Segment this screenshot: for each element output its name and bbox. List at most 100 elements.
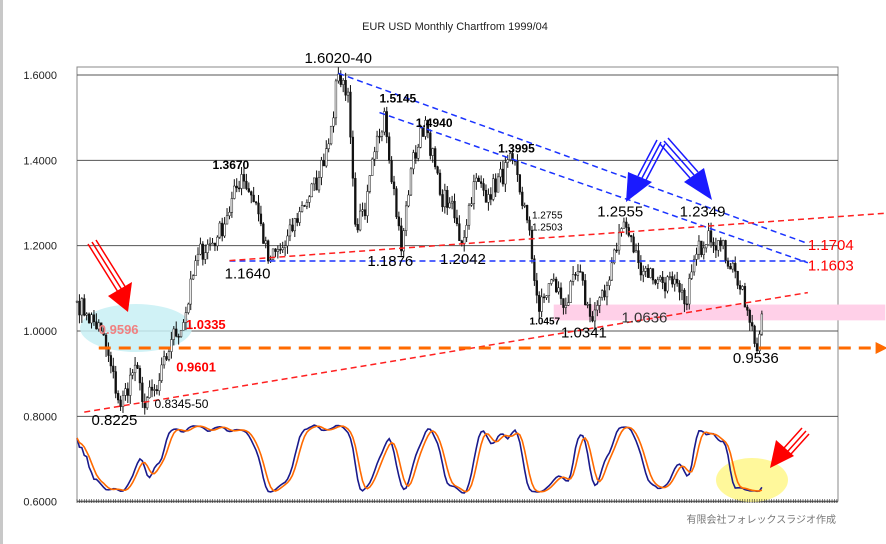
candle-body xyxy=(315,177,318,191)
candle-body xyxy=(632,236,635,253)
candle-body xyxy=(615,249,618,252)
candle-body xyxy=(753,325,756,344)
candle-body xyxy=(755,343,759,352)
candle-body xyxy=(242,174,246,182)
candle-body xyxy=(218,222,221,238)
candle-body xyxy=(201,243,204,260)
candle-body xyxy=(237,187,241,190)
candle-body xyxy=(175,328,178,337)
candle-body xyxy=(87,313,91,324)
candle-body xyxy=(213,242,217,247)
candle-body xyxy=(453,200,456,219)
candle-body xyxy=(317,177,321,191)
candle-body xyxy=(339,73,342,85)
candle-body xyxy=(313,177,316,185)
candle-body xyxy=(482,183,485,191)
candle-body xyxy=(649,268,652,278)
candle-body xyxy=(240,174,243,189)
candle-body xyxy=(501,168,505,185)
candle-body xyxy=(630,235,633,238)
candle-body xyxy=(83,298,86,316)
pink-band xyxy=(553,304,886,321)
candle-body xyxy=(216,236,219,247)
candle-body xyxy=(414,152,417,159)
candle-body xyxy=(233,185,236,199)
candle-body xyxy=(559,287,563,299)
candle-body xyxy=(484,189,488,203)
candle-body xyxy=(368,175,371,192)
trendlines xyxy=(84,72,886,413)
candle-body xyxy=(342,80,345,85)
candle-body xyxy=(680,289,684,293)
candle-body xyxy=(281,247,284,250)
candle-body xyxy=(172,328,175,340)
candle-body xyxy=(211,242,214,245)
candle-body xyxy=(470,203,473,206)
candle-body xyxy=(538,295,541,312)
candle-body xyxy=(574,274,577,276)
candle-body xyxy=(443,189,446,208)
candle-body xyxy=(584,280,587,306)
candle-body xyxy=(564,305,567,308)
candle-body xyxy=(758,333,761,352)
price-annotation: 1.5145 xyxy=(380,92,417,106)
yellow-highlight xyxy=(716,458,788,502)
annotations: 1.6020-40 1.5145 1.4940 1.3995 1.3670 1.2755 1… xyxy=(92,50,854,429)
candle-body xyxy=(598,297,601,306)
candle-body xyxy=(455,217,459,224)
window-edge xyxy=(0,0,3,544)
candle-body xyxy=(610,262,613,281)
zones xyxy=(553,304,886,321)
candle-body xyxy=(148,386,151,398)
candle-body xyxy=(644,268,647,272)
candle-body xyxy=(75,300,79,303)
candle-body xyxy=(300,205,304,212)
candle-body xyxy=(688,278,691,305)
candle-body xyxy=(305,202,309,207)
candle-body xyxy=(206,244,209,253)
candle-body xyxy=(402,230,405,252)
candle-body xyxy=(223,223,226,237)
candle-body xyxy=(129,374,132,396)
stochastic-d-line xyxy=(76,425,763,493)
y-tick-label: 0.6000 xyxy=(23,497,57,509)
red-arrow-icon xyxy=(770,427,810,468)
candle-body xyxy=(509,153,512,160)
candle-body xyxy=(465,224,468,238)
candle-body xyxy=(525,205,529,221)
candle-body xyxy=(254,201,258,204)
plot-frame xyxy=(76,66,839,502)
candle-body xyxy=(702,247,705,255)
candle-body xyxy=(591,316,594,322)
candle-body xyxy=(555,278,558,293)
candle-body xyxy=(153,389,156,391)
candle-body xyxy=(271,248,275,260)
candle-body xyxy=(146,397,149,409)
candle-body xyxy=(540,296,543,312)
candle-body xyxy=(637,250,640,263)
candle-body xyxy=(283,245,287,249)
candle-body xyxy=(346,91,350,96)
candle-body xyxy=(114,371,117,394)
candle-body xyxy=(714,245,718,251)
candle-body xyxy=(545,295,548,298)
candle-body xyxy=(726,260,730,267)
candle-body xyxy=(535,280,538,296)
candle-body xyxy=(426,119,430,134)
candle-body xyxy=(446,189,449,208)
candle-body xyxy=(448,202,451,208)
candle-body xyxy=(182,322,185,331)
candle-body xyxy=(613,249,616,264)
candle-body xyxy=(375,135,379,153)
candle-body xyxy=(329,125,333,145)
candle-body xyxy=(225,215,229,225)
candle-body xyxy=(230,198,234,213)
candle-body xyxy=(165,356,168,360)
candle-body xyxy=(489,194,492,200)
candle-body xyxy=(247,188,250,192)
candle-body xyxy=(170,339,173,352)
candle-body xyxy=(257,202,260,215)
candle-body xyxy=(250,191,253,196)
candle-body xyxy=(327,143,330,149)
